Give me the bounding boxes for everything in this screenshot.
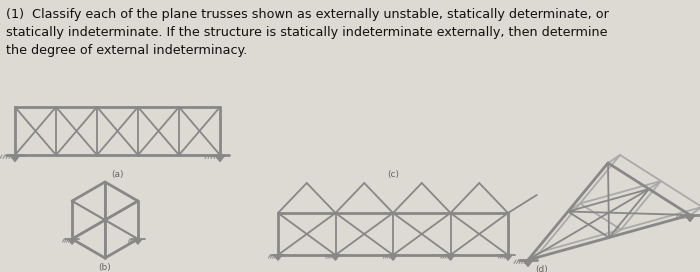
Polygon shape (68, 239, 76, 244)
Text: (b): (b) (99, 263, 111, 272)
Text: the degree of external indeterminacy.: the degree of external indeterminacy. (6, 44, 247, 57)
Polygon shape (447, 255, 454, 260)
Polygon shape (685, 215, 695, 221)
Text: (1)  Classify each of the plane trusses shown as externally unstable, statically: (1) Classify each of the plane trusses s… (6, 8, 609, 21)
Polygon shape (274, 255, 282, 260)
Text: (c): (c) (387, 170, 399, 179)
Polygon shape (523, 260, 533, 267)
Text: statically indeterminate. If the structure is statically indeterminate externall: statically indeterminate. If the structu… (6, 26, 608, 39)
Text: (d): (d) (536, 265, 548, 272)
Polygon shape (10, 155, 20, 162)
Polygon shape (389, 255, 397, 260)
Text: (a): (a) (112, 170, 125, 179)
Polygon shape (504, 255, 512, 260)
Polygon shape (134, 239, 142, 244)
Polygon shape (215, 155, 225, 162)
Polygon shape (332, 255, 340, 260)
